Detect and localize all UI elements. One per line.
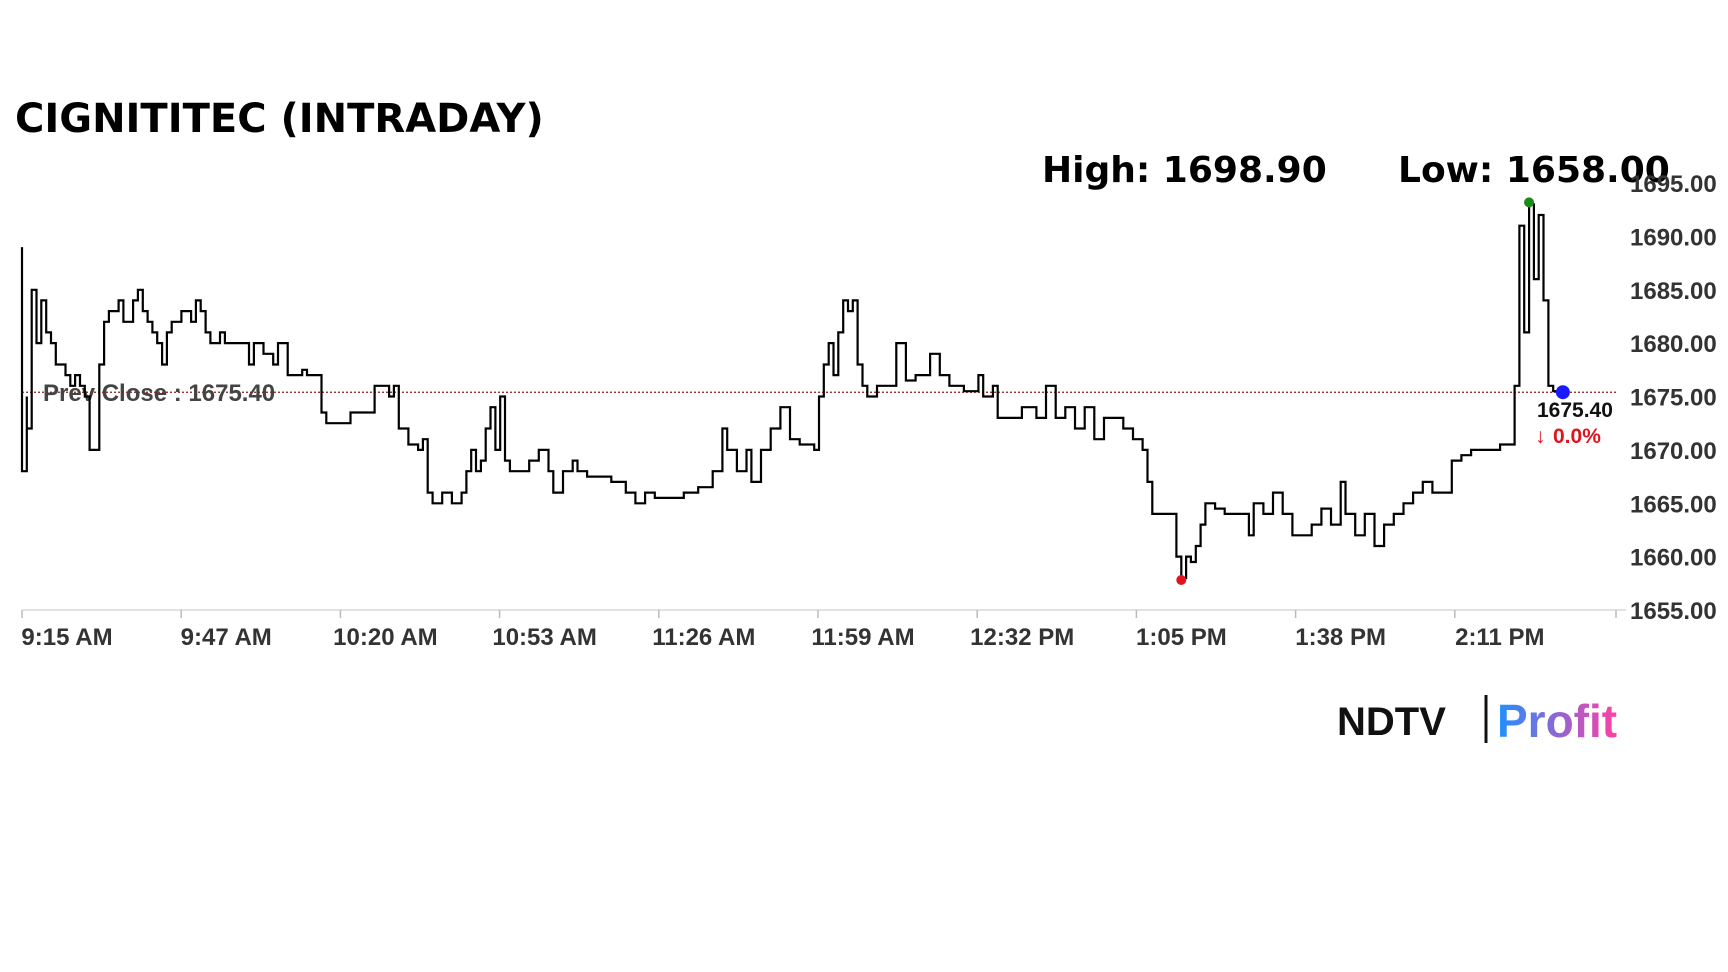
high-label: High: 1698.90: [1042, 150, 1327, 191]
ndtv-profit-logo: NDTV Profit: [1337, 695, 1617, 747]
x-tick-label: 9:15 AM: [21, 624, 112, 651]
price-line: [20, 203, 1564, 580]
chart-title: CIGNITITEC (INTRADAY): [15, 96, 544, 142]
y-tick-label: 1665.00: [1630, 491, 1717, 518]
x-tick-label: 10:53 AM: [492, 624, 596, 651]
y-tick-label: 1695.00: [1630, 171, 1717, 198]
low-label: Low: 1658.00: [1398, 150, 1670, 191]
x-tick-label: 1:38 PM: [1295, 624, 1386, 651]
y-tick-label: 1655.00: [1630, 598, 1717, 625]
change-label: 0.0%: [1553, 425, 1601, 448]
last-price-label: 1675.40: [1537, 399, 1613, 422]
prev-close-label: Prev Close : 1675.40: [43, 380, 275, 407]
y-tick-label: 1685.00: [1630, 278, 1717, 305]
y-tick-label: 1690.00: [1630, 224, 1717, 251]
x-axis: 9:15 AM 9:47 AM 10:20 AM 10:53 AM 11:26 AM 11…: [21, 609, 1626, 651]
x-tick-label: 10:20 AM: [333, 624, 437, 651]
x-tick-label: 11:26 AM: [652, 624, 755, 651]
x-tick-label: 2:11 PM: [1455, 624, 1544, 651]
x-tick-label: 11:59 AM: [811, 624, 914, 651]
x-tick-label: 9:47 AM: [181, 624, 272, 651]
down-arrow-icon: ↓: [1535, 425, 1546, 448]
x-tick-label: 1:05 PM: [1136, 624, 1227, 651]
profit-logo: Profit: [1497, 695, 1617, 747]
y-axis: 1695.00 1690.00 1685.00 1680.00 1675.00 1670.…: [1630, 171, 1717, 625]
ndtv-logo: NDTV: [1337, 700, 1446, 744]
y-tick-label: 1660.00: [1630, 545, 1717, 572]
low-marker: [1176, 574, 1187, 585]
y-tick-label: 1670.00: [1630, 438, 1717, 465]
x-tick-label: 12:32 PM: [970, 624, 1074, 651]
y-tick-label: 1675.00: [1630, 385, 1717, 412]
high-marker: [1524, 197, 1535, 208]
y-tick-label: 1680.00: [1630, 331, 1717, 358]
last-price-marker: [1555, 385, 1570, 400]
